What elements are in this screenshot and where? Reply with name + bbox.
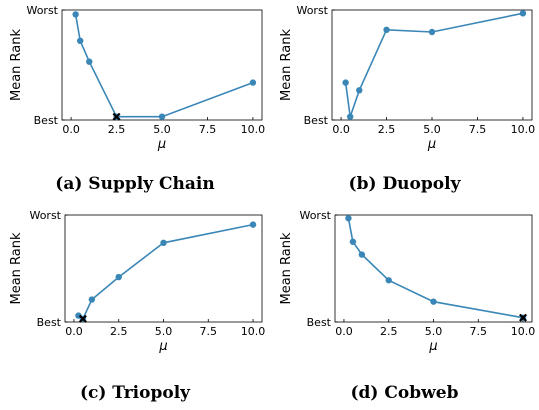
plot-frame xyxy=(61,9,263,121)
y-axis-label: Mean Rank xyxy=(279,29,294,102)
data-point xyxy=(358,251,366,258)
data-point xyxy=(249,79,257,86)
chart-caption: (d) Cobweb xyxy=(350,383,459,403)
chart-svg: 0.0 2.5 5.0 7.5 10.0 Worst Best Mean Rank μ xyxy=(279,4,535,152)
y-axis-label: Mean Rank xyxy=(279,232,294,305)
data-point xyxy=(76,37,84,44)
x-tick-label: 7.5 xyxy=(470,325,488,338)
x-tick-label: 0.0 xyxy=(335,325,353,338)
data-point xyxy=(356,87,363,94)
x-axis-label: μ xyxy=(428,339,437,354)
x-tick-label: 7.5 xyxy=(199,123,217,136)
data-point xyxy=(115,273,122,281)
chart-panel-cobweb: 0.0 2.5 5.0 7.5 10.0 Worst Best Mean Rank μ (d) … xyxy=(270,205,539,410)
plot-frame xyxy=(64,214,263,323)
series-line xyxy=(347,218,524,319)
x-tick-label: 10.0 xyxy=(241,123,266,136)
plot-frame xyxy=(331,9,533,121)
data-point xyxy=(158,113,166,120)
x-tick-label: 5.0 xyxy=(155,325,173,338)
data-point xyxy=(72,11,79,18)
chart-caption: (c) Triopoly xyxy=(79,383,191,403)
chart-panel-supply-chain: 0.0 2.5 5.0 7.5 10.0 Worst Best Mean Rank μ (a) … xyxy=(0,0,270,205)
y-tick-label-best: Best xyxy=(37,316,62,329)
data-point xyxy=(519,10,527,17)
y-tick-label-worst: Worst xyxy=(26,4,58,17)
x-tick-label: 0.0 xyxy=(332,123,350,136)
y-tick-label-best: Best xyxy=(304,114,329,127)
x-tick-label: 0.0 xyxy=(65,325,83,338)
data-point xyxy=(349,238,357,245)
x-tick-label: 10.0 xyxy=(511,123,535,136)
chart-panel-duopoly: 0.0 2.5 5.0 7.5 10.0 Worst Best Mean Rank μ (b) … xyxy=(270,0,539,205)
best-marker-x xyxy=(519,313,528,322)
best-marker-x xyxy=(78,314,87,323)
data-point xyxy=(345,215,352,222)
chart-caption: (a) Supply Chain xyxy=(55,174,215,194)
x-tick-label: 5.0 xyxy=(423,123,441,136)
y-axis-label: Mean Rank xyxy=(9,232,24,305)
chart-caption: (b) Duopoly xyxy=(348,174,461,194)
data-point xyxy=(428,28,436,36)
chart-svg: 0.0 2.5 5.0 7.5 10.0 Worst Best Mean Rank μ xyxy=(9,209,266,354)
best-marker-x xyxy=(112,112,121,121)
x-axis-label: μ xyxy=(427,137,436,152)
x-axis-label: μ xyxy=(157,137,166,152)
x-tick-label: 5.0 xyxy=(425,325,443,338)
y-axis-label: Mean Rank xyxy=(9,29,24,102)
x-tick-label: 5.0 xyxy=(153,123,171,136)
y-tick-label-worst: Worst xyxy=(29,209,61,222)
data-point xyxy=(86,58,93,65)
plot-frame xyxy=(334,214,533,323)
x-tick-label: 2.5 xyxy=(380,325,398,338)
x-tick-label: 2.5 xyxy=(110,325,128,338)
x-tick-label: 0.0 xyxy=(62,123,80,136)
data-point xyxy=(342,79,349,86)
x-tick-label: 7.5 xyxy=(469,123,487,136)
series-line xyxy=(344,12,524,117)
x-axis-label: μ xyxy=(158,339,167,354)
data-point xyxy=(385,277,392,284)
data-point xyxy=(383,26,390,33)
x-tick-label: 2.5 xyxy=(378,123,396,136)
series-line xyxy=(77,223,254,321)
data-point xyxy=(160,239,167,247)
x-tick-label: 10.0 xyxy=(241,325,266,338)
x-tick-label: 7.5 xyxy=(200,325,218,338)
chart-svg: 0.0 2.5 5.0 7.5 10.0 Worst Best Mean Rank μ xyxy=(9,4,266,152)
x-tick-label: 10.0 xyxy=(511,325,535,338)
data-point xyxy=(249,221,257,228)
y-tick-label-worst: Worst xyxy=(296,4,328,17)
x-tick-label: 2.5 xyxy=(108,123,126,136)
y-tick-label-worst: Worst xyxy=(299,209,331,222)
data-point xyxy=(346,113,354,120)
y-tick-label-best: Best xyxy=(307,316,332,329)
data-point xyxy=(430,298,437,305)
y-tick-label-best: Best xyxy=(34,114,59,127)
series-line xyxy=(74,14,254,118)
chart-panel-triopoly: 0.0 2.5 5.0 7.5 10.0 Worst Best Mean Rank μ (c) … xyxy=(0,205,270,410)
chart-svg: 0.0 2.5 5.0 7.5 10.0 Worst Best Mean Rank μ xyxy=(279,209,535,354)
data-point xyxy=(88,296,96,303)
